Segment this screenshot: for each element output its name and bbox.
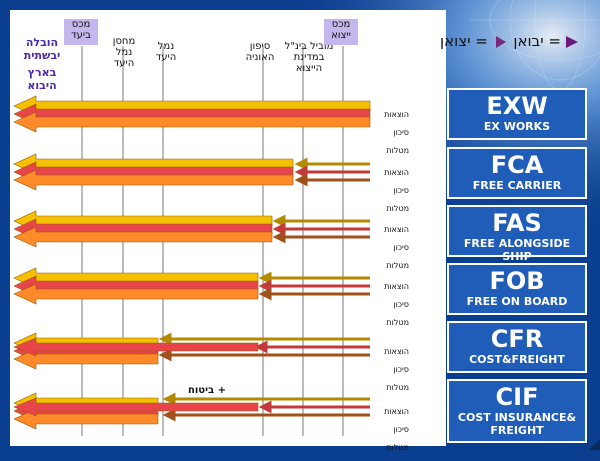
- task-arrow: [13, 283, 259, 305]
- label-costs: הוצאות: [384, 282, 409, 291]
- exporter-arrow-icon: [565, 35, 578, 48]
- label-costs: הוצאות: [384, 347, 409, 356]
- term-code: EXW: [486, 92, 548, 120]
- term-cfr: CFR COST&FREIGHT: [447, 321, 587, 373]
- exporter-task-arrow: [158, 348, 370, 362]
- term-name: EX WORKS: [483, 120, 551, 133]
- insurance-label: + ביטוח: [188, 385, 226, 396]
- term-name: FREE ON BOARD: [466, 295, 568, 308]
- exporter-cost-arrow: [272, 214, 370, 228]
- row-labels-exw: הוצאות סיכון מטלות: [377, 101, 409, 164]
- label-risk: סיכון: [393, 425, 409, 434]
- exporter-risk-arrow: [272, 222, 370, 236]
- label-risk: סיכון: [393, 365, 409, 374]
- row-labels-fas: הוצאות סיכון מטלות: [377, 216, 409, 279]
- exporter-risk-arrow: [254, 340, 370, 354]
- exporter-risk-arrow: [258, 400, 370, 414]
- row-labels-cfr: הוצאות סיכון מטלות: [377, 338, 409, 401]
- header-customs-export: מכס ייצוא: [324, 19, 358, 45]
- label-costs: הוצאות: [384, 407, 409, 416]
- header-ship-side: סיפון האוניה: [245, 41, 275, 63]
- term-name: FREE CARRIER: [472, 179, 562, 192]
- label-risk: סיכון: [393, 243, 409, 252]
- exporter-risk-arrow: [294, 165, 370, 179]
- term-name: FREE ALONGSIDE SHIP: [463, 237, 571, 263]
- task-arrow: [13, 169, 294, 191]
- term-fob: FOB FREE ON BOARD: [447, 263, 587, 315]
- term-exw: EXW EX WORKS: [447, 88, 587, 140]
- header-customs-destination: מכס ביעד: [64, 19, 98, 45]
- risk-arrow: [13, 337, 259, 357]
- label-tasks: מטלות: [386, 318, 409, 327]
- incoterms-diagram: [13, 46, 371, 436]
- header-warehouse-destination: מחסן נמל היעד: [112, 36, 136, 69]
- term-fca: FCA FREE CARRIER: [447, 147, 587, 199]
- term-cif: CIF COST INSURANCE& FREIGHT: [447, 379, 587, 443]
- exporter-task-arrow: [272, 230, 370, 244]
- term-name: COST INSURANCE& FREIGHT: [457, 411, 577, 437]
- corner-fold: [588, 440, 600, 450]
- exporter-task-arrow: [258, 287, 370, 301]
- label-costs: הוצאות: [384, 168, 409, 177]
- label-costs: הוצאות: [384, 225, 409, 234]
- header-intl-carrier: מוביל בינ"ל במדינת הייצוא: [284, 41, 334, 74]
- exporter-task-arrow: [294, 173, 370, 187]
- exporter-cost-arrow: [258, 271, 370, 285]
- term-code: CFR: [490, 325, 544, 353]
- importer-arrow-icon: [495, 35, 506, 48]
- row-labels-fob: הוצאות סיכון מטלות: [377, 273, 409, 336]
- responsibility-arrows: [13, 95, 371, 430]
- label-tasks: מטלות: [386, 261, 409, 270]
- term-code: FOB: [489, 267, 545, 295]
- legend: = יבואן = יצואן: [440, 32, 578, 50]
- term-code: CIF: [495, 383, 539, 411]
- label-land-transport: הובלה יבשתית: [23, 36, 61, 62]
- label-costs: הוצאות: [384, 110, 409, 119]
- exporter-task-arrow: [162, 408, 370, 422]
- label-tasks: מטלות: [386, 146, 409, 155]
- task-arrow: [13, 226, 273, 248]
- term-code: FAS: [492, 209, 542, 237]
- term-name: COST&FREIGHT: [469, 353, 565, 366]
- label-tasks: מטלות: [386, 204, 409, 213]
- label-risk: סיכון: [393, 186, 409, 195]
- label-land-import: בארץ היבוא: [27, 66, 57, 92]
- label-tasks: מטלות: [386, 443, 409, 452]
- exporter-risk-arrow: [258, 279, 370, 293]
- task-arrow: [13, 111, 371, 133]
- exporter-cost-arrow: [158, 332, 370, 346]
- header-port-destination: נמל היעד: [155, 41, 177, 63]
- legend-importer: = יבואן: [513, 32, 561, 50]
- exporter-cost-arrow: [294, 157, 370, 171]
- label-risk: סיכון: [393, 128, 409, 137]
- row-labels-cif: הוצאות סיכון מטלות: [377, 398, 409, 461]
- legend-exporter: = יצואן: [440, 32, 488, 50]
- term-code: FCA: [490, 151, 544, 179]
- risk-arrow: [13, 397, 259, 417]
- row-labels-fca: הוצאות סיכון מטלות: [377, 159, 409, 222]
- exporter-cost-arrow: [162, 392, 370, 406]
- label-risk: סיכון: [393, 300, 409, 309]
- label-tasks: מטלות: [386, 383, 409, 392]
- term-fas: FAS FREE ALONGSIDE SHIP: [447, 205, 587, 263]
